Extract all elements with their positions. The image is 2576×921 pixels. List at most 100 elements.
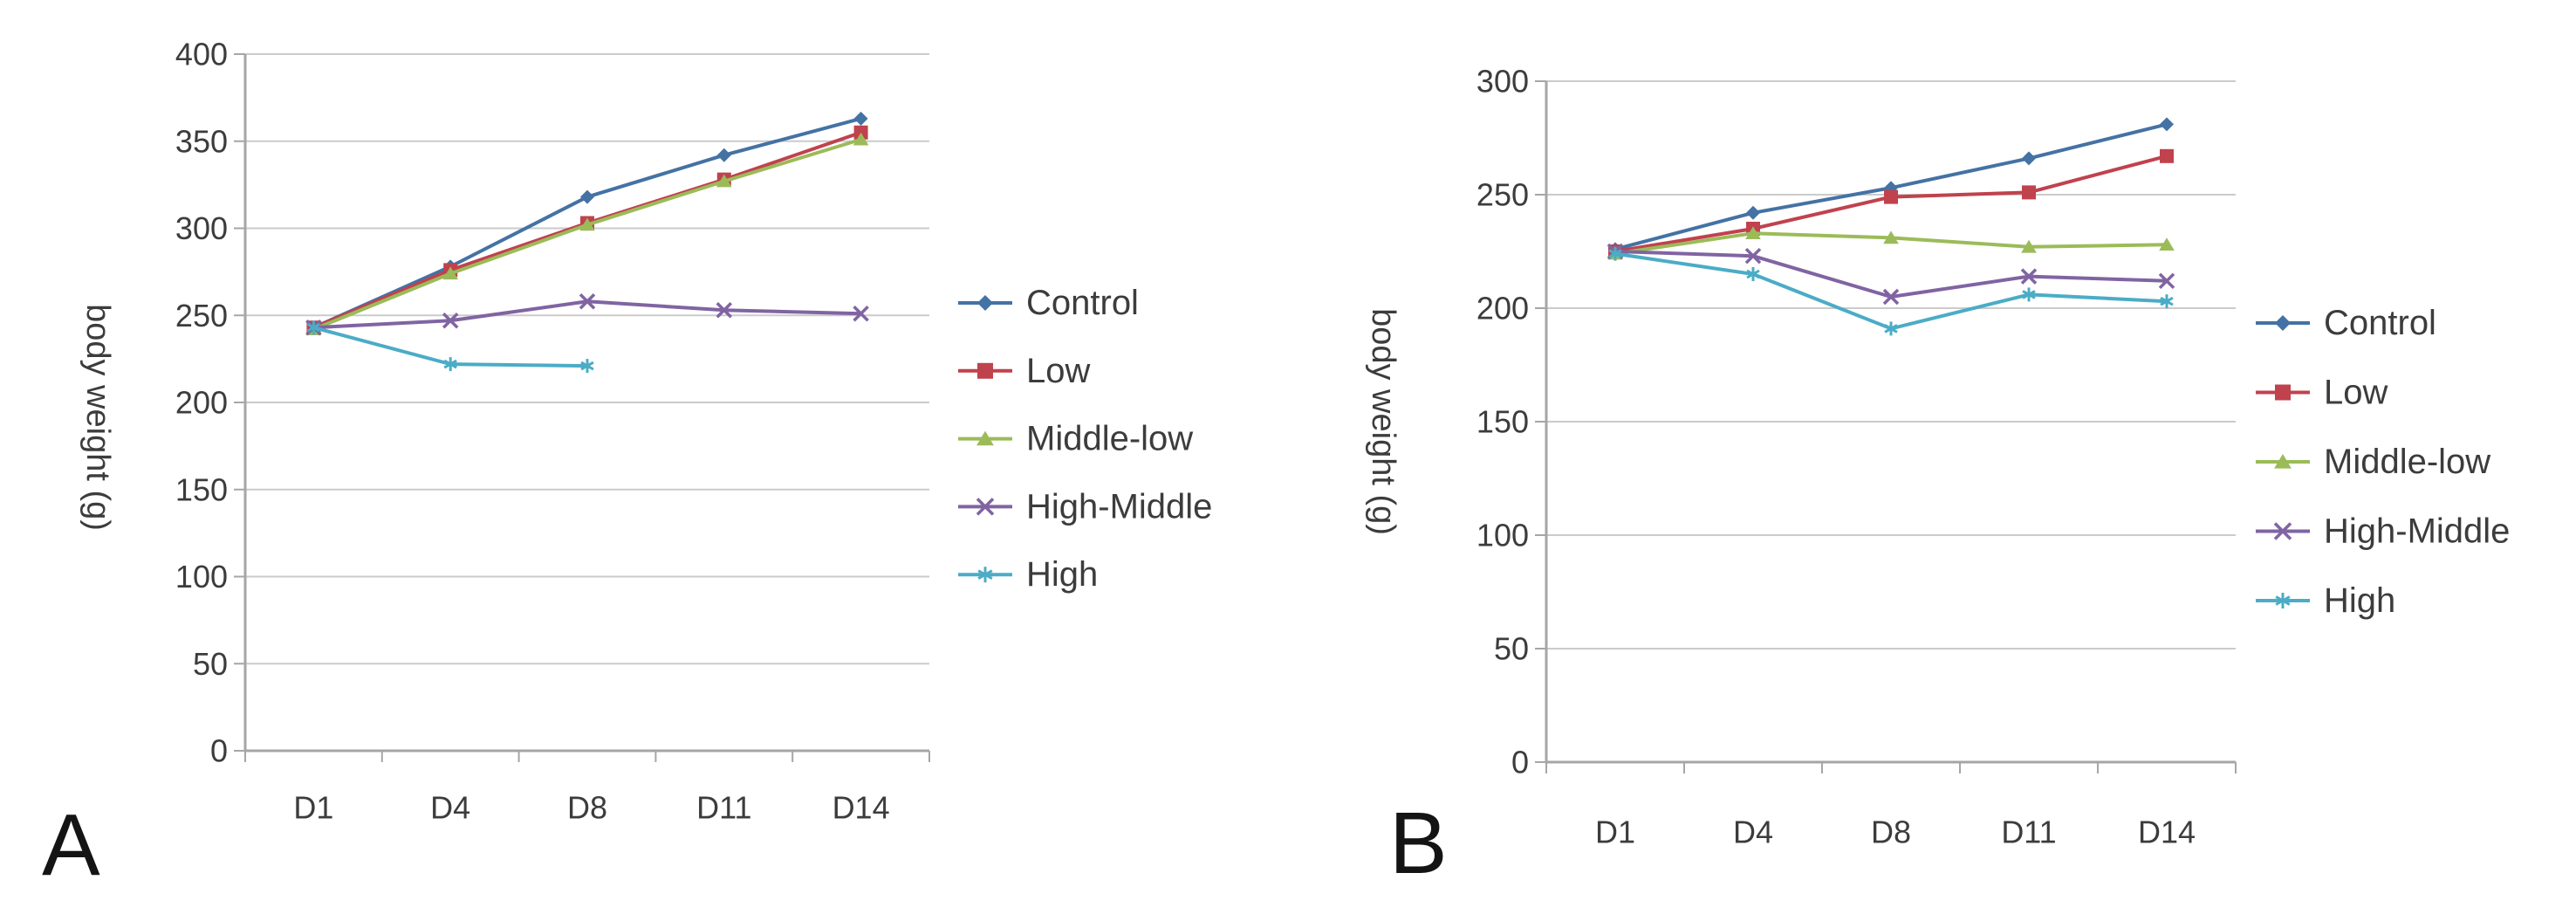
y-tick-label: 150 [175,471,228,507]
legend-marker [976,430,994,446]
series-line-high-middle [1614,250,2168,299]
series-marker-high [2160,294,2174,309]
legend-item-control: Control [2256,304,2436,342]
series-marker-middle-low [442,266,458,280]
y-axis-title: body weight (g) [1365,308,1401,535]
series-marker-high-middle [716,302,733,319]
chart-panel-b: 300 250 200 150 100 50 0 D1 D4 D8 D11 D14 body weigh… [1309,0,2576,921]
series-marker-high [306,320,321,335]
y-axis-title: body weight (g) [79,304,116,531]
series-marker-control [853,111,868,126]
series-marker-high [1884,321,1898,336]
legend-label: High [1026,555,1098,594]
legend-label: Middle-low [2324,443,2490,481]
series-marker-low [1884,189,1898,204]
x-tick-label: D1 [293,790,333,826]
series-marker-high-middle [442,312,459,329]
legend-marker [976,498,995,516]
y-tick-label: 0 [210,733,228,769]
series-marker-high-middle [853,306,869,322]
panel-label-a: A [42,796,100,894]
legend-item-high: High [958,555,1098,594]
legend-item-control: Control [958,284,1139,322]
legend-label: Low [2324,374,2388,412]
series-marker-control [1746,205,1760,220]
legend-marker [2274,454,2292,469]
series-marker-high [2022,287,2036,302]
series-marker-middle-low [2159,237,2175,251]
x-tick-label: D8 [567,790,607,826]
legend-item-high-middle: High-Middle [958,487,1212,526]
gridlines [234,53,929,752]
legend-marker [2275,593,2291,608]
axis-labels: 400 350 300 250 200 150 100 50 0 D1 D4 D8 D11 D14 body… [79,37,890,826]
y-tick-label: 250 [175,298,228,333]
x-tick-label: D8 [1871,814,1911,850]
series [1607,117,2175,336]
legend-marker [977,567,993,583]
x-tick-label: D4 [1733,814,1773,850]
legend-label: Control [2324,304,2436,342]
x-tick-label: D1 [1595,814,1635,850]
series-marker-low [2022,185,2036,200]
series-marker-low [2160,148,2174,163]
x-tick-label: D11 [2001,814,2056,850]
y-tick-label: 50 [1494,631,1529,667]
series-marker-control [2022,151,2036,166]
legend-marker [977,295,993,311]
x-tick-label: D11 [696,790,751,826]
legend: Control Low Middle-low High-Middle High [2256,304,2510,620]
series-marker-high [1608,246,1622,261]
legend: Control Low Middle-low High-Middle High [958,284,1212,594]
series-marker-middle-low [579,217,595,231]
panel-label-b: B [1389,794,1448,892]
series-line-high [1614,251,2168,331]
axes [243,54,930,762]
legend-item-high-middle: High-Middle [2256,512,2510,551]
chart-panel-a: 400 350 300 250 200 150 100 50 0 D1 D4 D8 D11 D14 body… [42,37,1212,894]
legend-marker [2275,315,2291,331]
x-tick-label: D14 [832,790,890,826]
legend-label: High [2324,581,2395,620]
series-marker-control [580,189,594,204]
series-marker-high-middle [1744,247,1762,265]
axes [1545,81,2237,773]
legend-marker [2275,384,2291,401]
legend-label: High-Middle [2324,512,2510,551]
y-tick-label: 350 [175,123,228,159]
x-tick-label: D14 [2138,814,2196,850]
series-marker-high-middle [579,293,596,310]
legend-item-middle-low: Middle-low [958,420,1193,458]
line-chart-b: 300 250 200 150 100 50 0 D1 D4 D8 D11 D14 body weigh… [1365,64,2510,850]
legend-marker [2273,522,2292,540]
series-marker-high [580,359,594,374]
y-tick-label: 0 [1511,745,1529,780]
series-marker-control [2160,117,2174,132]
legend-label: Control [1026,284,1139,322]
x-tick-label: D4 [430,790,470,826]
series-marker-middle-low [1745,226,1761,239]
series-marker-middle-low [853,132,869,146]
legend-marker [977,362,993,379]
legend-item-middle-low: Middle-low [2256,443,2490,481]
y-tick-label: 400 [175,37,228,72]
series-marker-middle-low [716,174,732,188]
series-marker-middle-low [1883,230,1899,244]
series-marker-high-middle [1882,288,1900,306]
y-tick-label: 300 [175,210,228,246]
y-tick-label: 150 [1476,404,1529,440]
series [305,111,869,374]
series-marker-high-middle [2020,268,2038,285]
series-marker-high [1746,267,1760,281]
legend-item-low: Low [2256,374,2388,412]
y-tick-label: 50 [193,646,228,682]
axis-labels: 300 250 200 150 100 50 0 D1 D4 D8 D11 D14 body weigh… [1365,64,2196,850]
series-marker-high [443,357,457,372]
series-marker-middle-low [2021,239,2037,253]
y-tick-label: 100 [1476,518,1529,553]
gridlines [1535,80,2236,763]
series-marker-high-middle [2158,272,2175,290]
legend-label: Middle-low [1026,420,1193,458]
legend-item-low: Low [958,352,1090,390]
